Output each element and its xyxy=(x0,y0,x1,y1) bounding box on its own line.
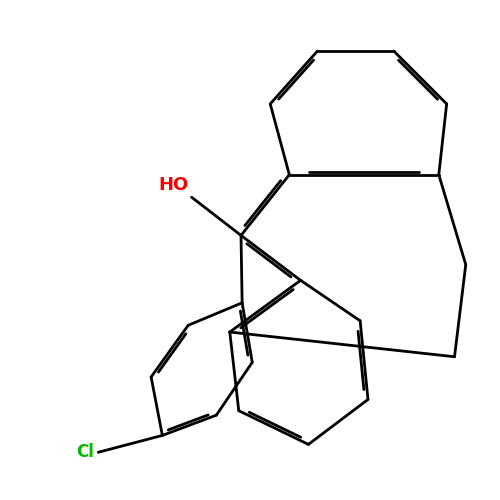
Text: HO: HO xyxy=(158,176,189,194)
Text: Cl: Cl xyxy=(76,444,94,462)
